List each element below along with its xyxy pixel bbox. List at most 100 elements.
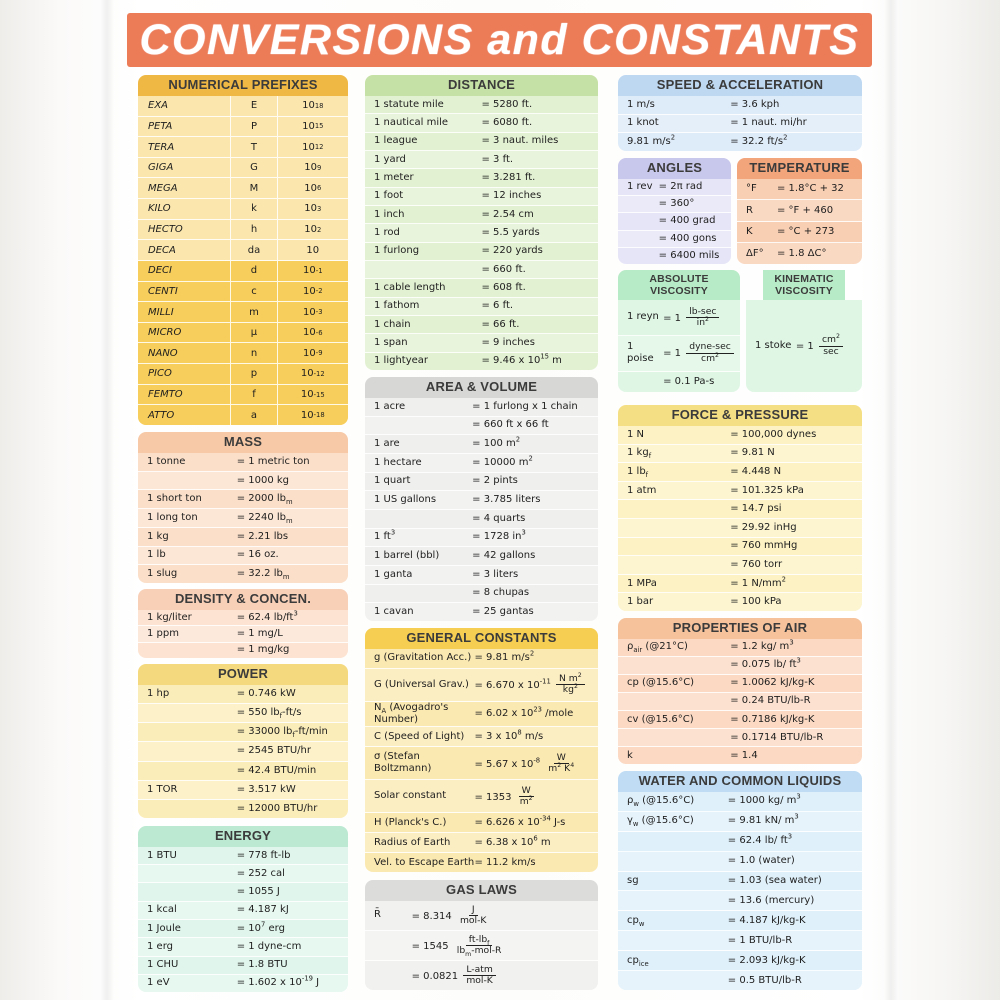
row-label: C (Speed of Light)	[374, 730, 465, 742]
panel-title: AREA & VOLUME	[365, 377, 598, 398]
row-value: = 1 lb-sec in2	[663, 306, 740, 329]
table-row: 1 meter = 3.281 ft.	[365, 169, 598, 188]
panel-body: 1 hp = 0.746 kW = 550 lbf-ft/s = 33000 lbf-…	[138, 684, 348, 818]
prefix-name: PETA	[148, 120, 173, 132]
row-value: = 1.0 (water)	[727, 855, 795, 867]
table-row: = 33000 lbf-ft/min	[138, 723, 348, 743]
prefix-power: 10 -2	[276, 281, 348, 302]
row-value: = 1 mg/L	[236, 627, 283, 639]
table-row: 1 ft3 = 1728 in3	[365, 528, 598, 548]
row-value: = 100,000 dynes	[730, 428, 817, 440]
row-label: 1 span	[374, 337, 408, 349]
row-value: = 0.746 kW	[236, 688, 296, 700]
title-banner: CONVERSIONS and CONSTANTS	[127, 13, 872, 67]
row-value: = 3.281 ft.	[481, 171, 536, 183]
table-row: 1 kg/liter = 62.4 lb/ft3	[138, 610, 348, 627]
row-value: = 13.6 (mercury)	[727, 894, 815, 906]
table-row: = 1 BTU/lb-R	[618, 931, 862, 952]
table-row: 1 eV = 1.602 x 10-19 J	[138, 974, 348, 992]
row-value: = 32.2 lbm	[236, 568, 290, 582]
prefix-power: 10 -3	[276, 302, 348, 322]
table-row: H (Planck's C.) = 6.626 x 10-34 J-s	[365, 813, 598, 834]
row-value: = 400 gons	[658, 232, 717, 244]
row-value: = 4 quarts	[472, 512, 526, 524]
panel-title: DISTANCE	[365, 75, 598, 96]
panel-title: POWER	[138, 664, 348, 685]
table-row: = 13.6 (mercury)	[618, 891, 862, 912]
row-value: = 1 furlong x 1 chain	[472, 400, 578, 412]
prefix-name: KILO	[148, 203, 171, 215]
row-value: = 3.6 kph	[730, 98, 780, 110]
table-row: DECI d 10 -1	[138, 260, 348, 282]
table-row: g (Gravitation Acc.) = 9.81 m/s2	[365, 649, 598, 669]
row-label: 1 foot	[374, 190, 404, 202]
table-row: 1 stoke = 1 cm2 sec	[746, 300, 862, 392]
prefix-power: 10 9	[276, 157, 348, 178]
row-label: 1 fathom	[374, 300, 420, 312]
row-label: 1 lightyear	[374, 355, 429, 367]
row-label: cpice	[627, 954, 649, 968]
panel-absolute-viscosity: ABSOLUTE VISCOSITY 1 reyn = 1 lb-sec in2 1 …	[618, 270, 740, 392]
prefix-power: 10 15	[276, 116, 348, 137]
prefix-name: FEMTO	[148, 389, 183, 400]
panel-title: DENSITY & CONCEN.	[138, 589, 348, 610]
table-row: = 1 mg/kg	[138, 643, 348, 658]
row-value: = 25 gantas	[472, 606, 534, 618]
row-value: = 3.517 kW	[236, 783, 296, 795]
row-label: 1 tonne	[147, 455, 186, 467]
row-value: = 1 N/mm2	[730, 575, 786, 589]
prefix-power: 10 -18	[276, 405, 348, 425]
row-label: 1 furlong	[374, 245, 420, 257]
row-label: R̄	[374, 909, 381, 921]
row-label: 1 BTU	[147, 849, 177, 861]
row-value: = 1.2 kg/ m3	[730, 639, 794, 653]
row-label: 1 MPa	[627, 577, 657, 589]
row-value: = 252 cal	[236, 867, 285, 879]
prefix-name: PICO	[148, 368, 172, 380]
row-label: 1 league	[374, 135, 418, 147]
table-row: = 1000 kg	[138, 471, 348, 491]
table-row: 1 cable length = 608 ft.	[365, 279, 598, 298]
row-value: = 2 pints	[472, 475, 518, 487]
row-label: 1 chain	[374, 318, 411, 330]
row-value: = 3 naut. miles	[481, 135, 559, 147]
prefix-symbol: da	[230, 240, 276, 260]
panel-body: 1 reyn = 1 lb-sec in2 1 poise = 1 dyne-sec cm…	[618, 300, 740, 392]
prefix-symbol: P	[230, 116, 276, 137]
row-label: 1 meter	[374, 171, 414, 183]
table-row: cpice = 2.093 kJ/kg-K	[618, 951, 862, 972]
table-row: PETA P 10 15	[138, 116, 348, 138]
table-row: 1 lb = 16 oz.	[138, 546, 348, 566]
prefix-name: EXA	[148, 100, 169, 112]
panel-body: 1 acre = 1 furlong x 1 chain = 660 ft x 66…	[365, 397, 598, 621]
row-label: ΔF°	[746, 247, 764, 259]
table-row: = 0.1714 BTU/lb-R	[618, 729, 862, 748]
row-label: 1 slug	[147, 568, 178, 580]
panel-body: 1 stoke = 1 cm2 sec	[746, 300, 862, 392]
row-value: = 1 BTU/lb-R	[727, 934, 793, 946]
row-label: 1 quart	[374, 475, 411, 487]
prefix-symbol: f	[230, 384, 276, 405]
table-row: 1 kg = 2.21 lbs	[138, 528, 348, 547]
panel-title: ABSOLUTE VISCOSITY	[618, 270, 740, 301]
panel-body: 1 kg/liter = 62.4 lb/ft3 1 ppm = 1 mg/L = 1 …	[138, 609, 348, 658]
table-row: NA (Avogadro's Number) = 6.02 x 1023 /mol…	[365, 702, 598, 728]
row-value: = 1.4	[730, 749, 758, 761]
panel-body: EXA E 10 18 PETA P 10 15 TERA T 10 12 GIGA G 10 9 MEGA M 1…	[138, 95, 348, 425]
row-label: 1 acre	[374, 400, 406, 412]
fabric-crease-left	[100, 0, 114, 1000]
table-row: 1 tonne = 1 metric ton	[138, 453, 348, 472]
table-row: = 2545 BTU/hr	[138, 742, 348, 762]
panel-title: PROPERTIES OF AIR	[618, 618, 862, 639]
row-value: = 1000 kg/ m3	[727, 793, 801, 807]
table-row: 1 US gallons = 3.785 liters	[365, 491, 598, 510]
table-row: 1 long ton = 2240 lbm	[138, 509, 348, 528]
row-value: = 360°	[658, 198, 695, 210]
row-value: = 8 chupas	[472, 587, 530, 599]
row-value: = 2240 lbm	[236, 511, 293, 525]
table-row: = 29.92 inHg	[618, 518, 862, 538]
row-label: 1 lbf	[627, 465, 649, 479]
